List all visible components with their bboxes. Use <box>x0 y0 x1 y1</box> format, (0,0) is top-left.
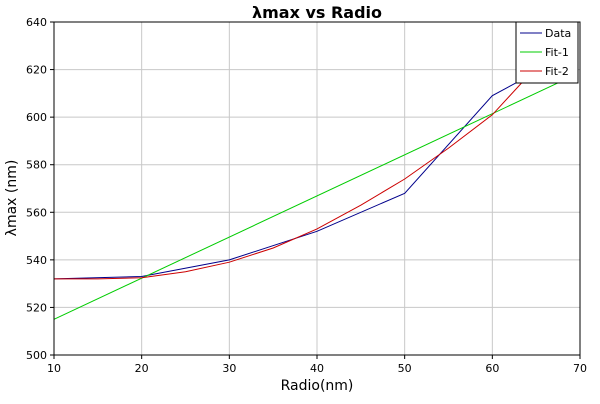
y-tick-label: 560 <box>26 206 47 219</box>
x-axis-title: Radio(nm) <box>281 378 354 394</box>
x-tick-label: 30 <box>222 362 236 375</box>
chart-title: λmax vs Radio <box>252 3 382 22</box>
legend-label: Fit-2 <box>545 65 569 78</box>
series-line-fit-1 <box>53 76 572 320</box>
series-line-fit-2 <box>54 71 533 280</box>
y-tick-label: 500 <box>26 349 47 362</box>
y-tick-label: 580 <box>26 159 47 172</box>
x-tick-label: 40 <box>310 362 324 375</box>
x-tick-label: 20 <box>135 362 149 375</box>
axis-ticks: 10 20 30 40 50 60 70 500 520 540 560 580 600 620 640 <box>26 16 587 375</box>
y-tick-label: 520 <box>26 301 47 314</box>
y-tick-label: 620 <box>26 64 47 77</box>
series-line-data <box>53 71 537 280</box>
x-tick-label: 60 <box>485 362 499 375</box>
y-tick-label: 600 <box>26 111 47 124</box>
x-tick-label: 50 <box>398 362 412 375</box>
x-tick-label: 10 <box>47 362 61 375</box>
series-lines <box>53 71 572 320</box>
y-axis-title: λmax (nm) <box>4 160 20 237</box>
grid <box>53 21 581 356</box>
legend-label: Data <box>545 27 571 40</box>
x-tick-label: 70 <box>573 362 587 375</box>
y-tick-label: 540 <box>26 254 47 267</box>
legend: Data Fit-1 Fit-2 <box>515 21 579 84</box>
legend-label: Fit-1 <box>545 46 569 59</box>
y-tick-label: 640 <box>26 16 47 29</box>
